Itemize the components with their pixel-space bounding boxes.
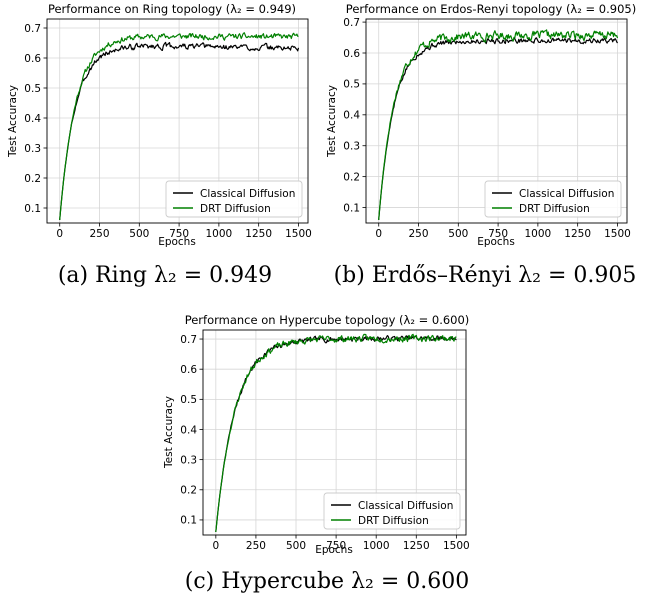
legend-box — [484, 180, 622, 218]
y-tick-label: 0.5 — [343, 79, 360, 91]
plot-frame — [46, 18, 309, 224]
series-line-drt-diffusion — [215, 333, 457, 533]
chart-title: Performance on Hypercube topology (λ₂ = … — [185, 313, 470, 327]
x-axis-label: Epochs — [158, 236, 196, 248]
plot-frame — [365, 18, 628, 224]
y-tick-label: 0.6 — [180, 364, 197, 376]
y-tick-label: 0.1 — [343, 202, 360, 214]
x-tick-label: 1250 — [403, 540, 430, 552]
x-tick-label: 750 — [169, 228, 189, 240]
x-axis-label: Epochs — [477, 236, 515, 248]
y-tick-label: 0.3 — [343, 141, 360, 153]
legend-label: Classical Diffusion — [200, 188, 295, 200]
y-tick-label: 0.1 — [180, 515, 197, 527]
x-tick-label: 500 — [448, 228, 468, 240]
x-tick-label: 500 — [286, 540, 306, 552]
chart-title: Performance on Erdos-Renyi topology (λ₂ … — [346, 2, 636, 16]
legend: Classical Diffusion DRT Diffusion — [323, 492, 461, 530]
panel-hypercube: Performance on Hypercube topology (λ₂ = … — [163, 313, 470, 594]
caption: (c) Hypercube λ₂ = 0.600 — [185, 569, 469, 594]
x-tick-label: 0 — [375, 228, 382, 240]
x-tick-label: 1000 — [525, 228, 552, 240]
y-tick-label: 0.3 — [24, 143, 41, 155]
legend-label: Classical Diffusion — [519, 188, 614, 200]
y-tick-label: 0.3 — [180, 454, 197, 466]
legend-label: Classical Diffusion — [358, 500, 453, 512]
series-layer — [59, 32, 300, 221]
legend: Classical Diffusion DRT Diffusion — [165, 180, 303, 218]
x-tick-label: 0 — [212, 540, 219, 552]
y-tick-label: 0.7 — [180, 334, 197, 346]
series-layer — [215, 333, 457, 533]
y-tick-label: 0.6 — [24, 53, 41, 65]
y-tick-label: 0.7 — [24, 23, 41, 35]
y-axis-label: Test Accuracy — [163, 396, 175, 469]
legend-label: DRT Diffusion — [519, 203, 590, 215]
caption: (b) Erdős–Rényi λ₂ = 0.905 — [334, 263, 637, 288]
x-tick-label: 500 — [129, 228, 149, 240]
x-tick-label: 1250 — [245, 228, 272, 240]
x-tick-label: 1500 — [443, 540, 470, 552]
y-tick-label: 0.4 — [180, 424, 197, 436]
x-tick-label: 1500 — [285, 228, 312, 240]
legend-label: DRT Diffusion — [358, 515, 429, 527]
panel-erdos-renyi: Performance on Erdos-Renyi topology (λ₂ … — [326, 2, 636, 288]
legend: Classical Diffusion DRT Diffusion — [484, 180, 622, 218]
legend-label: DRT Diffusion — [200, 203, 271, 215]
y-tick-label: 0.2 — [343, 171, 360, 183]
x-tick-label: 250 — [246, 540, 266, 552]
legend-box — [165, 180, 303, 218]
x-tick-label: 750 — [326, 540, 346, 552]
x-tick-label: 250 — [408, 228, 428, 240]
caption: (a) Ring λ₂ = 0.949 — [58, 263, 272, 288]
y-tick-label: 0.2 — [180, 485, 197, 497]
x-tick-label: 750 — [488, 228, 508, 240]
series-line-drt-diffusion — [378, 29, 619, 220]
legend-box — [323, 492, 461, 530]
plot-frame — [202, 329, 467, 536]
y-tick-label: 0.6 — [343, 48, 360, 60]
x-tick-label: 1250 — [564, 228, 591, 240]
y-axis-label: Test Accuracy — [326, 85, 338, 158]
y-tick-label: 0.5 — [180, 394, 197, 406]
y-tick-label: 0.4 — [343, 110, 360, 122]
x-tick-label: 0 — [56, 228, 63, 240]
x-tick-label: 250 — [89, 228, 109, 240]
series-line-classical-diffusion — [378, 37, 619, 220]
y-tick-label: 0.2 — [24, 173, 41, 185]
x-tick-label: 1500 — [604, 228, 631, 240]
y-tick-label: 0.7 — [343, 17, 360, 29]
series-layer — [378, 29, 619, 220]
panel-ring: Performance on Ring topology (λ₂ = 0.949… — [7, 2, 312, 288]
y-tick-label: 0.4 — [24, 113, 41, 125]
y-tick-label: 0.1 — [24, 203, 41, 215]
x-tick-label: 1000 — [363, 540, 390, 552]
series-line-classical-diffusion — [59, 41, 300, 221]
chart-title: Performance on Ring topology (λ₂ = 0.949… — [48, 2, 296, 16]
x-tick-label: 1000 — [206, 228, 233, 240]
x-axis-label: Epochs — [315, 544, 353, 556]
y-tick-label: 0.5 — [24, 83, 41, 95]
series-line-drt-diffusion — [59, 32, 299, 221]
y-axis-label: Test Accuracy — [7, 85, 19, 158]
